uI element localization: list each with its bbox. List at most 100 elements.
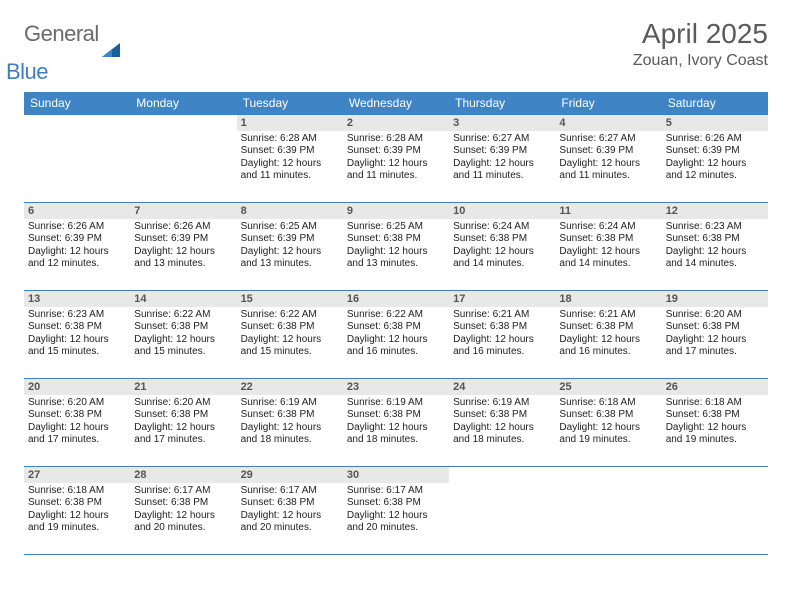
calendar-cell: 30Sunrise: 6:17 AMSunset: 6:38 PMDayligh… [343, 466, 449, 554]
calendar-cell: 18Sunrise: 6:21 AMSunset: 6:38 PMDayligh… [555, 290, 661, 378]
daylight-text: Daylight: 12 hours and 19 minutes. [559, 422, 657, 447]
daylight-text: Daylight: 12 hours and 12 minutes. [28, 246, 126, 271]
sunrise-text: Sunrise: 6:28 AM [241, 133, 339, 146]
sunset-text: Sunset: 6:38 PM [28, 409, 126, 422]
sunset-text: Sunset: 6:39 PM [347, 145, 445, 158]
daylight-text: Daylight: 12 hours and 11 minutes. [453, 158, 551, 183]
sunrise-text: Sunrise: 6:18 AM [559, 397, 657, 410]
day-number: 18 [555, 291, 661, 307]
sunset-text: Sunset: 6:38 PM [134, 497, 232, 510]
day-body: Sunrise: 6:19 AMSunset: 6:38 PMDaylight:… [237, 395, 343, 451]
sunrise-text: Sunrise: 6:26 AM [28, 221, 126, 234]
calendar-cell: 7Sunrise: 6:26 AMSunset: 6:39 PMDaylight… [130, 202, 236, 290]
calendar-week: 27Sunrise: 6:18 AMSunset: 6:38 PMDayligh… [24, 466, 768, 554]
sunset-text: Sunset: 6:38 PM [559, 321, 657, 334]
calendar-body: 1Sunrise: 6:28 AMSunset: 6:39 PMDaylight… [24, 114, 768, 554]
calendar-week: 1Sunrise: 6:28 AMSunset: 6:39 PMDaylight… [24, 114, 768, 202]
sunrise-text: Sunrise: 6:25 AM [241, 221, 339, 234]
sunrise-text: Sunrise: 6:24 AM [453, 221, 551, 234]
day-number: 1 [237, 115, 343, 131]
daylight-text: Daylight: 12 hours and 15 minutes. [241, 334, 339, 359]
day-number: 4 [555, 115, 661, 131]
sunrise-text: Sunrise: 6:23 AM [666, 221, 764, 234]
brand-triangle-icon [102, 43, 120, 57]
daylight-text: Daylight: 12 hours and 15 minutes. [134, 334, 232, 359]
sunrise-text: Sunrise: 6:28 AM [347, 133, 445, 146]
daylight-text: Daylight: 12 hours and 20 minutes. [134, 510, 232, 535]
daylight-text: Daylight: 12 hours and 14 minutes. [559, 246, 657, 271]
sunset-text: Sunset: 6:39 PM [666, 145, 764, 158]
day-number: 28 [130, 467, 236, 483]
calendar-cell [555, 466, 661, 554]
calendar-cell: 2Sunrise: 6:28 AMSunset: 6:39 PMDaylight… [343, 114, 449, 202]
daylight-text: Daylight: 12 hours and 17 minutes. [28, 422, 126, 447]
calendar-cell: 16Sunrise: 6:22 AMSunset: 6:38 PMDayligh… [343, 290, 449, 378]
day-number: 27 [24, 467, 130, 483]
daylight-text: Daylight: 12 hours and 11 minutes. [559, 158, 657, 183]
sunset-text: Sunset: 6:39 PM [134, 233, 232, 246]
calendar-cell: 9Sunrise: 6:25 AMSunset: 6:38 PMDaylight… [343, 202, 449, 290]
dayheader-wed: Wednesday [343, 92, 449, 115]
day-body: Sunrise: 6:26 AMSunset: 6:39 PMDaylight:… [662, 131, 768, 187]
day-number: 21 [130, 379, 236, 395]
sunrise-text: Sunrise: 6:19 AM [347, 397, 445, 410]
calendar-cell: 10Sunrise: 6:24 AMSunset: 6:38 PMDayligh… [449, 202, 555, 290]
day-body: Sunrise: 6:20 AMSunset: 6:38 PMDaylight:… [130, 395, 236, 451]
sunrise-text: Sunrise: 6:19 AM [241, 397, 339, 410]
day-body: Sunrise: 6:17 AMSunset: 6:38 PMDaylight:… [237, 483, 343, 539]
dayheader-sun: Sunday [24, 92, 130, 115]
calendar-cell [449, 466, 555, 554]
day-body: Sunrise: 6:21 AMSunset: 6:38 PMDaylight:… [555, 307, 661, 363]
day-number: 24 [449, 379, 555, 395]
calendar-cell: 8Sunrise: 6:25 AMSunset: 6:39 PMDaylight… [237, 202, 343, 290]
daylight-text: Daylight: 12 hours and 16 minutes. [347, 334, 445, 359]
calendar-cell: 6Sunrise: 6:26 AMSunset: 6:39 PMDaylight… [24, 202, 130, 290]
day-body: Sunrise: 6:22 AMSunset: 6:38 PMDaylight:… [237, 307, 343, 363]
day-number: 23 [343, 379, 449, 395]
sunset-text: Sunset: 6:38 PM [28, 497, 126, 510]
daylight-text: Daylight: 12 hours and 16 minutes. [559, 334, 657, 359]
sunset-text: Sunset: 6:38 PM [453, 233, 551, 246]
calendar-week: 6 Sunrise: 6:26 AM Sunset: 6:39 PM Daylight… [24, 202, 768, 290]
calendar-cell: 19Sunrise: 6:20 AMSunset: 6:38 PMDayligh… [662, 290, 768, 378]
daylight-text: Daylight: 12 hours and 16 minutes. [453, 334, 551, 359]
daylight-text: Daylight: 12 hours and 15 minutes. [28, 334, 126, 359]
calendar-cell [24, 114, 130, 202]
sunset-text: Sunset: 6:39 PM [241, 145, 339, 158]
day-number: 8 [237, 203, 343, 219]
sunrise-text: Sunrise: 6:17 AM [347, 485, 445, 498]
day-number: 15 [237, 291, 343, 307]
sunrise-text: Sunrise: 6:25 AM [347, 221, 445, 234]
daylight-text: Daylight: 12 hours and 12 minutes. [666, 158, 764, 183]
day-number: 6 [24, 203, 130, 219]
sunset-text: Sunset: 6:38 PM [134, 409, 232, 422]
day-number: 12 [662, 203, 768, 219]
brand-logo: General Blue [24, 24, 120, 82]
sunrise-text: Sunrise: 6:19 AM [453, 397, 551, 410]
sunset-text: Sunset: 6:38 PM [241, 497, 339, 510]
day-body: Sunrise: 6:18 AMSunset: 6:38 PMDaylight:… [555, 395, 661, 451]
day-body: Sunrise: 6:21 AMSunset: 6:38 PMDaylight:… [449, 307, 555, 363]
sunset-text: Sunset: 6:38 PM [241, 321, 339, 334]
sunrise-text: Sunrise: 6:20 AM [666, 309, 764, 322]
daylight-text: Daylight: 12 hours and 19 minutes. [666, 422, 764, 447]
calendar-cell: 5Sunrise: 6:26 AMSunset: 6:39 PMDaylight… [662, 114, 768, 202]
day-number: 9 [343, 203, 449, 219]
bottom-rule [24, 554, 768, 555]
day-body: Sunrise: 6:27 AMSunset: 6:39 PMDaylight:… [555, 131, 661, 187]
calendar-cell: 28Sunrise: 6:17 AMSunset: 6:38 PMDayligh… [130, 466, 236, 554]
sunrise-text: Sunrise: 6:22 AM [134, 309, 232, 322]
calendar-cell: 22Sunrise: 6:19 AMSunset: 6:38 PMDayligh… [237, 378, 343, 466]
sunrise-text: Sunrise: 6:24 AM [559, 221, 657, 234]
daylight-text: Daylight: 12 hours and 17 minutes. [134, 422, 232, 447]
day-body: Sunrise: 6:28 AMSunset: 6:39 PMDaylight:… [237, 131, 343, 187]
sunrise-text: Sunrise: 6:20 AM [28, 397, 126, 410]
daylight-text: Daylight: 12 hours and 20 minutes. [347, 510, 445, 535]
day-number: 17 [449, 291, 555, 307]
sunrise-text: Sunrise: 6:21 AM [453, 309, 551, 322]
day-body: Sunrise: 6:23 AMSunset: 6:38 PMDaylight:… [24, 307, 130, 363]
day-body: Sunrise: 6:20 AMSunset: 6:38 PMDaylight:… [24, 395, 130, 451]
location-subtitle: Zouan, Ivory Coast [633, 52, 768, 70]
calendar-table: Sunday Monday Tuesday Wednesday Thursday… [24, 92, 768, 555]
sunset-text: Sunset: 6:39 PM [453, 145, 551, 158]
